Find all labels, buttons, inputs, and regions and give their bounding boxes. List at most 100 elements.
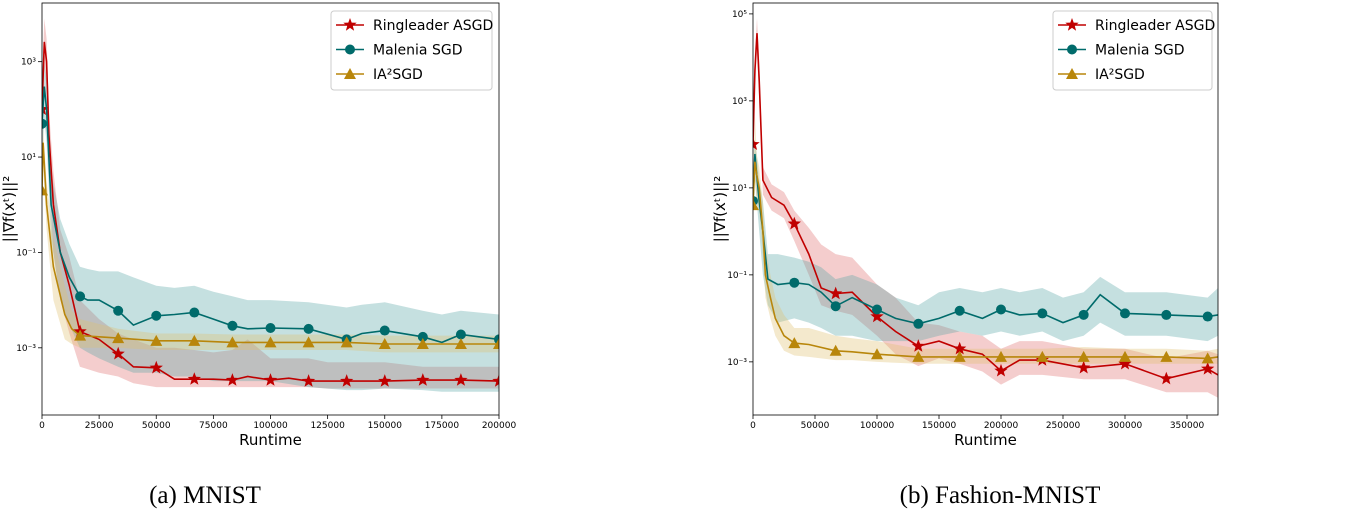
marker-1 [1037,308,1048,319]
marker-1 [113,305,124,316]
marker-0 [42,102,49,115]
legend-label: Malenia SGD [1095,43,1184,59]
legend: Ringleader ASGD Malenia SGD IA²SGD [330,10,493,91]
x-tick-label: 350000 [1170,421,1205,431]
legend-marker-star-icon [343,18,357,31]
marker-2 [302,336,315,348]
marker-1 [151,310,162,321]
x-tick-label: 200000 [984,421,1019,431]
y-tick-label: 10⁻³ [727,358,747,368]
marker-1 [1161,309,1172,320]
x-tick-label: 50000 [801,421,830,431]
x-tick-label: 150000 [922,421,957,431]
marker-0 [378,374,392,387]
x-tick-label: 0 [750,421,756,431]
band-0 [753,18,1218,398]
x-tick-label: 150000 [368,421,403,431]
marker-0 [1118,356,1132,370]
marker-1 [75,291,86,302]
legend-item: Ringleader ASGD [336,18,493,34]
series-line-1 [753,153,1218,325]
marker-0 [1201,361,1215,375]
marker-0 [492,374,499,387]
marker-1 [830,301,841,312]
legend-marker-circle-icon [1067,44,1077,55]
marker-1 [954,305,965,316]
caption: (b) Fashion-MNIST [900,482,1101,509]
marker-0 [454,373,468,386]
x-tick-label: 75000 [199,421,228,431]
y-tick-label: 10³ [21,58,36,68]
marker-1 [1119,308,1130,319]
plot-frame [752,2,1219,416]
legend-label: Ringleader ASGD [373,18,493,34]
marker-2 [74,329,87,341]
x-tick-label: 250000 [1046,421,1081,431]
legend-box [330,10,493,91]
band-2 [42,128,499,353]
y-tick-label: 10⁵ [732,10,747,20]
marker-1 [1202,311,1213,322]
marker-1 [995,304,1006,315]
marker-2 [1077,350,1090,362]
legend-item: IA²SGD [336,67,423,83]
marker-2 [378,338,391,350]
marker-0 [953,341,967,355]
marker-0 [870,309,884,323]
chart-0: 0 25000 50000 75000 100000 125000 150000 175000… [0,2,516,509]
series-line-0 [753,33,1218,380]
y-tick-label: 10⁻¹ [16,248,36,258]
band-0 [42,18,499,389]
marker-0 [301,374,316,387]
band-1 [753,140,1218,342]
marker-0 [787,216,801,230]
marker-2 [340,336,353,348]
legend-label: Ringleader ASGD [1095,18,1215,34]
marker-1 [417,331,428,342]
legend-item: Malenia SGD [336,43,462,59]
legend-label: IA²SGD [373,67,423,83]
x-tick-label: 0 [39,421,45,431]
marker-2 [1160,350,1173,362]
marker-2 [150,334,163,346]
marker-2 [788,337,801,349]
plot-area [42,18,499,392]
marker-2 [1036,350,1049,362]
legend-item: Ringleader ASGD [1058,18,1215,34]
marker-1 [42,118,47,129]
legend-label: Malenia SGD [373,43,462,59]
series-line-2 [42,142,499,345]
marker-2 [264,336,277,348]
x-axis-label: Runtime [239,431,302,449]
y-axis-label: ||∇f(xᵗ)||² [0,176,18,243]
marker-0 [994,363,1008,377]
marker-0 [111,346,125,360]
marker-2 [1201,352,1214,364]
marker-0 [829,286,843,300]
legend-marker-triangle-icon [344,68,356,79]
x-tick-label: 125000 [310,421,345,431]
legend-marker-circle-icon [345,44,355,55]
legend-marker-star-icon [1065,18,1079,31]
band-2 [753,114,1218,364]
marker-0 [263,373,278,386]
marker-0 [753,137,760,150]
marker-0 [416,373,430,386]
x-tick-label: 100000 [860,421,895,431]
legend-marker-triangle-icon [1066,68,1078,79]
marker-0 [149,360,163,374]
marker-1 [455,329,466,340]
x-tick-label: 100000 [253,421,288,431]
marker-1 [265,323,276,334]
marker-2 [416,338,429,350]
y-tick-label: 10⁻¹ [727,271,747,281]
marker-0 [911,339,925,352]
marker-0 [1159,371,1173,385]
x-tick-label: 25000 [85,421,114,431]
x-tick-label: 175000 [425,421,460,431]
y-tick-label: 10³ [732,97,747,107]
plot-area [753,18,1218,398]
legend-item: Malenia SGD [1058,43,1184,59]
marker-2 [994,350,1007,362]
